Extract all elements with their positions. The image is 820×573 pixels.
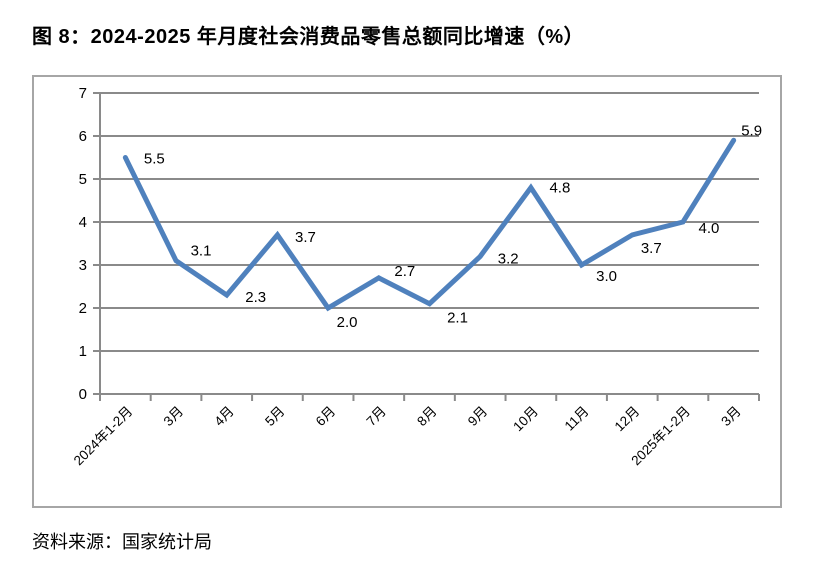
x-tick-label: 6月 [313, 404, 338, 429]
data-label: 4.0 [699, 220, 720, 237]
x-tick-label: 4月 [211, 404, 236, 429]
x-tick-label: 3月 [718, 404, 743, 429]
x-tick-label: 8月 [414, 404, 439, 429]
data-label: 3.1 [191, 243, 212, 260]
y-tick-label: 3 [79, 257, 87, 274]
x-tick-label: 11月 [562, 404, 592, 434]
source-note: 资料来源：国家统计局 [32, 532, 212, 552]
x-tick-label: 9月 [465, 404, 490, 429]
line-chart: 0 1 2 3 4 5 6 7 2024年1-2月 3月 4月 5月 6月 7月 8月 9月 10月 11月 12月… [71, 85, 762, 469]
data-label: 3.7 [641, 240, 662, 257]
y-tick-label: 5 [79, 171, 87, 188]
data-line [122, 137, 737, 312]
y-tick-label: 0 [79, 386, 87, 403]
data-label: 2.0 [337, 314, 358, 331]
y-tick-label: 4 [79, 214, 87, 231]
data-label: 4.8 [549, 180, 570, 197]
y-tick-label: 6 [79, 128, 87, 145]
data-label: 3.7 [295, 229, 316, 246]
data-label: 5.5 [144, 151, 165, 168]
x-tick-label: 2024年1-2月 [71, 404, 136, 469]
x-tick-label: 12月 [612, 404, 643, 435]
data-label: 2.3 [245, 289, 266, 306]
data-label: 5.9 [741, 122, 762, 139]
chart-area: 0 1 2 3 4 5 6 7 2024年1-2月 3月 4月 5月 6月 7月 8月 9月 10月 11月 12月… [32, 75, 782, 508]
data-label: 2.7 [394, 263, 415, 280]
y-tick-label: 2 [79, 300, 87, 317]
x-tick-label: 7月 [363, 404, 388, 429]
y-tick-label: 1 [79, 343, 87, 360]
data-label: 2.1 [447, 310, 468, 327]
x-tick-label: 10月 [510, 404, 541, 435]
y-tick-label: 7 [79, 85, 87, 102]
chart-title: 图 8：2024-2025 年月度社会消费品零售总额同比增速（%） [32, 26, 585, 48]
x-tick-label: 3月 [161, 404, 186, 429]
x-tick-label: 5月 [262, 404, 287, 429]
data-label: 3.0 [596, 268, 617, 285]
data-label: 3.2 [498, 250, 519, 267]
